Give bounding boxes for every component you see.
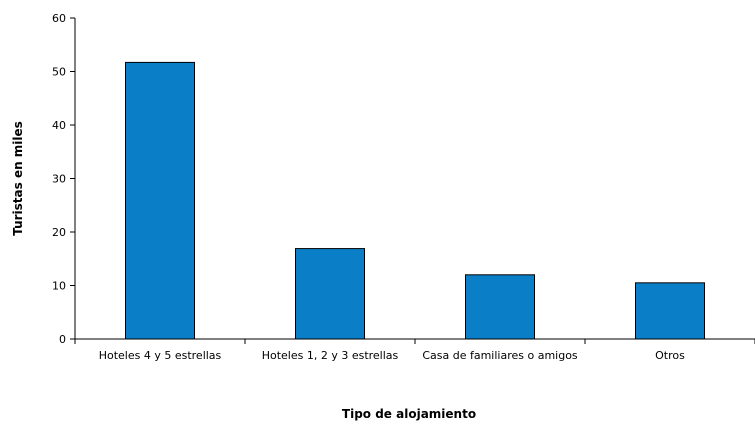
- x-axis-title: Tipo de alojamiento: [342, 407, 476, 421]
- y-tick-label: 50: [52, 66, 66, 79]
- y-tick-label: 10: [52, 280, 66, 293]
- x-tick-label: Hoteles 1, 2 y 3 estrellas: [262, 349, 399, 362]
- y-tick-label: 30: [52, 173, 66, 186]
- y-tick-label: 40: [52, 119, 66, 132]
- bars: [125, 61, 705, 340]
- y-tick-label: 0: [59, 333, 66, 346]
- bar: [465, 274, 535, 340]
- x-tick-label: Hoteles 4 y 5 estrellas: [99, 349, 222, 362]
- y-axis-ticks: 0 10 20 30 40 50 60: [52, 12, 75, 346]
- bar: [635, 282, 705, 340]
- x-axis-ticks: Hoteles 4 y 5 estrellas Hoteles 1, 2 y 3 …: [74, 339, 755, 362]
- y-axis-title: Turistas en miles: [11, 121, 25, 236]
- y-tick-label: 20: [52, 226, 66, 239]
- x-tick-label: Casa de familiares o amigos: [422, 349, 578, 362]
- bar: [295, 248, 365, 340]
- y-tick-label: 60: [52, 12, 66, 25]
- bar: [125, 61, 195, 340]
- x-tick-label: Otros: [655, 349, 685, 362]
